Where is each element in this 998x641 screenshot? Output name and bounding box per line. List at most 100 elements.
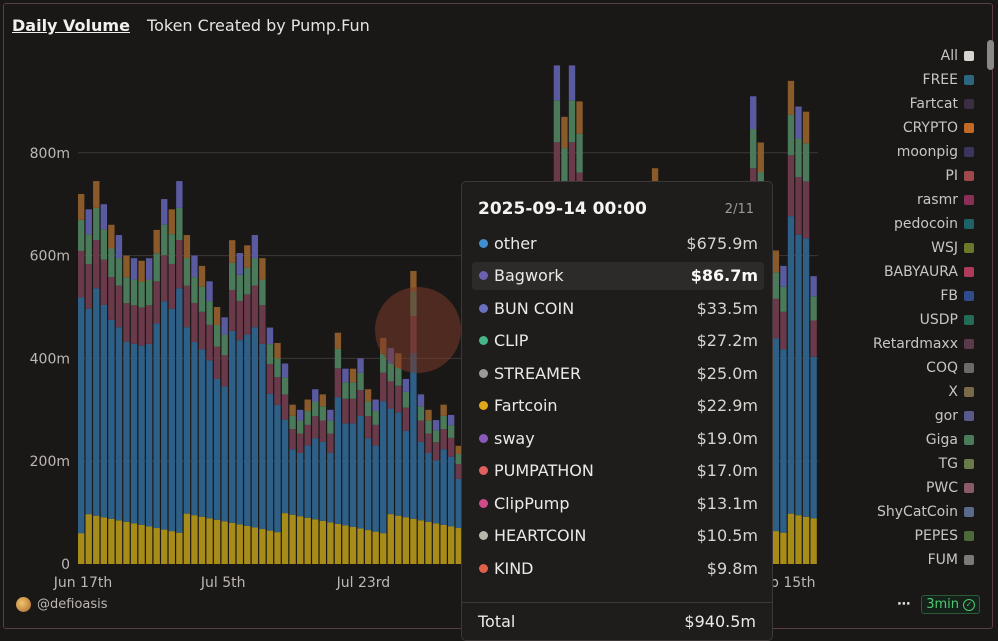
legend-item[interactable]: PWC	[824, 476, 974, 500]
legend-item[interactable]: PI	[824, 164, 974, 188]
bar-segment	[176, 532, 183, 564]
bar-segment	[266, 363, 274, 394]
more-options-icon[interactable]: ⋯	[897, 597, 912, 612]
bar-segment	[802, 143, 810, 182]
legend-item[interactable]: PEPES	[824, 524, 974, 548]
legend-item[interactable]: moonpig	[824, 140, 974, 164]
bar-segment	[206, 301, 213, 325]
bar-segment	[357, 528, 364, 564]
legend-item[interactable]: X	[824, 380, 974, 404]
legend-item[interactable]: pedocoin	[824, 212, 974, 236]
bar-segment	[380, 401, 387, 534]
bar-segment	[191, 303, 198, 342]
bar-segment	[810, 518, 817, 564]
legend-swatch	[964, 459, 974, 469]
bar-segment	[85, 514, 92, 564]
tooltip-row: PUMPATHON $17.0m	[472, 457, 764, 485]
bar-segment	[161, 301, 168, 530]
bar-segment	[372, 445, 379, 532]
legend-item[interactable]: FB	[824, 284, 974, 308]
legend-item[interactable]: Fartcat	[824, 92, 974, 116]
legend-item[interactable]: Retardmaxx	[824, 332, 974, 356]
author-credit[interactable]: @defioasis	[16, 597, 108, 612]
tooltip-series-name: STREAMER	[494, 363, 582, 383]
bar-segment	[206, 281, 213, 302]
bar-segment	[334, 523, 342, 564]
bar-segment	[108, 277, 115, 320]
legend-item[interactable]: FREE	[824, 68, 974, 92]
chart-title[interactable]: Daily Volume	[12, 16, 130, 35]
legend-swatch	[964, 243, 974, 253]
bar-segment	[274, 532, 281, 564]
bar-segment	[780, 349, 787, 533]
bar-segment	[108, 224, 115, 249]
bar-segment	[304, 399, 311, 412]
bar-segment	[85, 234, 92, 264]
tooltip-row: Fartcoin $22.9m	[472, 392, 764, 420]
bar-segment	[327, 420, 334, 434]
bar-segment	[576, 101, 583, 134]
tooltip-page: 2/11	[724, 202, 754, 217]
bar-segment	[787, 155, 795, 217]
bar-segment	[100, 304, 108, 518]
bar-segment	[455, 528, 462, 564]
bar-segment	[440, 404, 447, 416]
bar-segment	[274, 342, 281, 359]
bar-segment	[795, 176, 802, 235]
legend-item[interactable]: COQ	[824, 356, 974, 380]
bar-segment	[206, 518, 213, 564]
bar-segment	[342, 368, 349, 383]
chart-header: Daily Volume Token Created by Pump.Fun	[12, 16, 370, 35]
bar-segment	[432, 420, 440, 431]
bar-segment	[236, 524, 243, 564]
tooltip-series-name: HEARTCOIN	[494, 526, 587, 545]
legend-item[interactable]: Giga	[824, 428, 974, 452]
legend-label: Retardmaxx	[873, 336, 958, 352]
legend-item[interactable]: FUM	[824, 548, 974, 572]
bar-segment	[342, 423, 349, 526]
legend-swatch	[964, 75, 974, 85]
bar-segment	[568, 65, 576, 101]
legend-item[interactable]: BABYAURA	[824, 260, 974, 284]
tooltip-series-name: Bagwork	[494, 266, 564, 285]
y-tick-label: 600m	[30, 249, 70, 265]
bar-segment	[327, 522, 334, 564]
bar-segment	[380, 372, 387, 402]
legend-item[interactable]: WSJ	[824, 236, 974, 260]
bar-segment	[176, 181, 183, 208]
bar-segment	[349, 368, 357, 383]
bar-segment	[153, 229, 160, 254]
bar-segment	[448, 456, 455, 527]
legend-item[interactable]: gor	[824, 404, 974, 428]
bar-segment	[787, 80, 795, 115]
legend-item[interactable]: rasmr	[824, 188, 974, 212]
bar-segment	[168, 531, 175, 564]
bar-segment	[327, 452, 334, 523]
series-dot	[479, 433, 488, 443]
bar-segment	[772, 272, 780, 299]
legend-item[interactable]: TG	[824, 452, 974, 476]
bar-segment	[312, 401, 319, 417]
bar-segment	[229, 290, 236, 331]
legend-item[interactable]: USDP	[824, 308, 974, 332]
legend-item[interactable]: ShyCatCoin	[824, 500, 974, 524]
bar-segment	[85, 263, 92, 309]
bar-segment	[259, 258, 266, 280]
bar-segment	[372, 399, 379, 412]
bar-segment	[229, 262, 236, 291]
bar-segment	[802, 111, 810, 144]
bar-segment	[244, 267, 251, 295]
bar-segment	[802, 238, 810, 517]
legend-item[interactable]: All	[824, 44, 974, 68]
bar-segment	[425, 521, 432, 564]
bar-segment	[448, 414, 455, 426]
legend-swatch	[964, 99, 974, 109]
legend-scrollbar[interactable]	[987, 40, 994, 70]
bar-segment	[93, 240, 100, 289]
legend-swatch	[964, 291, 974, 301]
legend-item[interactable]: CRYPTO	[824, 116, 974, 140]
bar-segment	[553, 65, 561, 101]
bar-segment	[757, 142, 764, 173]
bar-segment	[425, 433, 432, 453]
bar-segment	[274, 404, 281, 533]
